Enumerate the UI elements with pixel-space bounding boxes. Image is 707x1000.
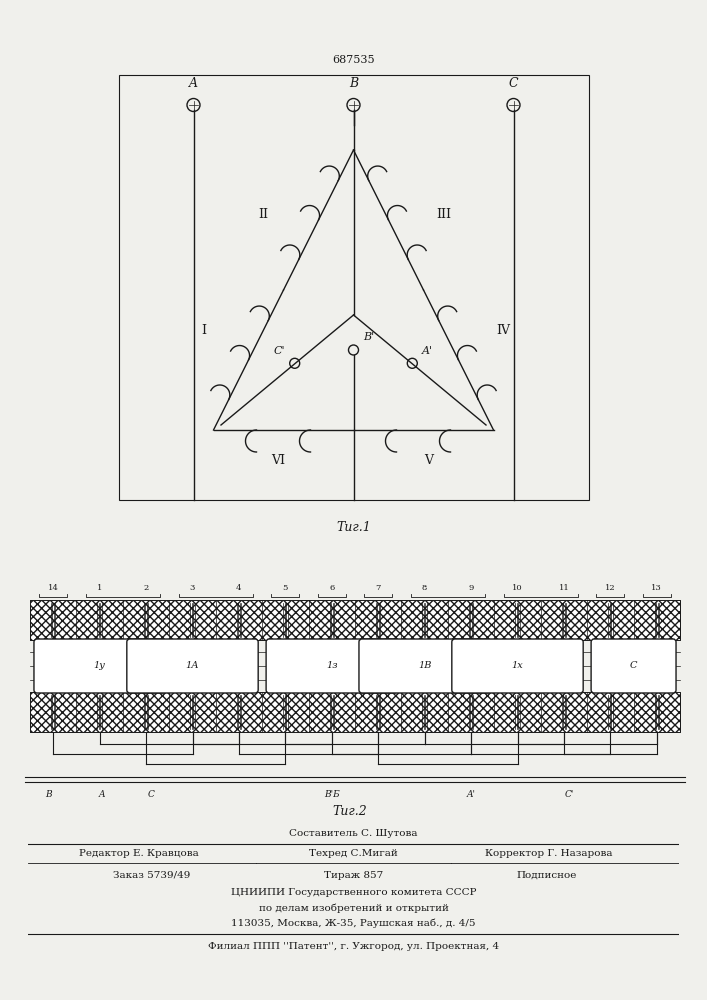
Text: Филиал ППП ''Патент'', г. Ужгород, ул. Проектная, 4: Филиал ППП ''Патент'', г. Ужгород, ул. П… xyxy=(208,942,499,951)
Text: V: V xyxy=(424,454,433,466)
FancyBboxPatch shape xyxy=(34,639,165,693)
Text: C: C xyxy=(148,790,155,799)
Text: Составитель С. Шутова: Составитель С. Шутова xyxy=(289,828,418,837)
Text: Заказ 5739/49: Заказ 5739/49 xyxy=(113,871,190,880)
Text: III: III xyxy=(436,209,451,222)
Bar xyxy=(119,75,588,500)
Text: 7: 7 xyxy=(375,584,381,592)
FancyBboxPatch shape xyxy=(452,639,583,693)
Text: Техред С.Мигай: Техред С.Мигай xyxy=(309,849,398,858)
Text: 6: 6 xyxy=(329,584,334,592)
Text: 9: 9 xyxy=(468,584,474,592)
Text: 12: 12 xyxy=(605,584,616,592)
Text: 10: 10 xyxy=(512,584,522,592)
Text: 1: 1 xyxy=(97,584,103,592)
Text: Подписное: Подписное xyxy=(516,871,576,880)
Text: A: A xyxy=(98,790,105,799)
Text: С: С xyxy=(630,662,637,670)
Text: Корректор Г. Назарова: Корректор Г. Назарова xyxy=(485,849,612,858)
Text: Τиг.1: Τиг.1 xyxy=(336,521,371,534)
FancyBboxPatch shape xyxy=(266,639,397,693)
Text: 1з: 1з xyxy=(326,662,338,670)
Bar xyxy=(30,692,680,732)
Text: 1у: 1у xyxy=(94,662,105,670)
Text: Тираж 857: Тираж 857 xyxy=(324,871,383,880)
Text: IV: IV xyxy=(496,324,510,336)
Text: по делам изобретений и открытий: по делам изобретений и открытий xyxy=(259,903,448,913)
Text: C': C' xyxy=(564,790,573,799)
Text: B: B xyxy=(45,790,52,799)
Bar xyxy=(30,600,680,640)
Text: II: II xyxy=(259,209,269,222)
Text: B: B xyxy=(349,77,358,90)
Text: 113035, Москва, Ж-35, Раушская наб., д. 4/5: 113035, Москва, Ж-35, Раушская наб., д. … xyxy=(231,919,476,928)
Text: C: C xyxy=(509,77,518,90)
Text: C': C' xyxy=(273,346,285,356)
Text: 14: 14 xyxy=(48,584,59,592)
Text: 5: 5 xyxy=(283,584,288,592)
Text: 2: 2 xyxy=(144,584,148,592)
Text: A: A xyxy=(189,77,198,90)
Text: 3: 3 xyxy=(189,584,195,592)
FancyBboxPatch shape xyxy=(127,639,258,693)
Text: Редактор Е. Кравцова: Редактор Е. Кравцова xyxy=(79,849,199,858)
Text: B': B' xyxy=(363,332,375,342)
FancyBboxPatch shape xyxy=(359,639,491,693)
Text: A': A' xyxy=(467,790,476,799)
Text: 13: 13 xyxy=(651,584,662,592)
Text: 1х: 1х xyxy=(512,662,523,670)
Text: Τиг.2: Τиг.2 xyxy=(332,805,368,818)
Text: VI: VI xyxy=(271,454,286,466)
Text: A': A' xyxy=(422,346,433,356)
Text: 8: 8 xyxy=(422,584,427,592)
Text: 1В: 1В xyxy=(418,662,431,670)
Text: B'Б: B'Б xyxy=(324,790,339,799)
FancyBboxPatch shape xyxy=(591,639,676,693)
Text: I: I xyxy=(201,324,206,336)
Text: 11: 11 xyxy=(559,584,569,592)
Text: 4: 4 xyxy=(236,584,242,592)
Text: ЦНИИПИ Государственного комитета СССР: ЦНИИПИ Государственного комитета СССР xyxy=(230,888,477,897)
Text: 1А: 1А xyxy=(186,662,199,670)
Text: 687535: 687535 xyxy=(332,55,375,65)
